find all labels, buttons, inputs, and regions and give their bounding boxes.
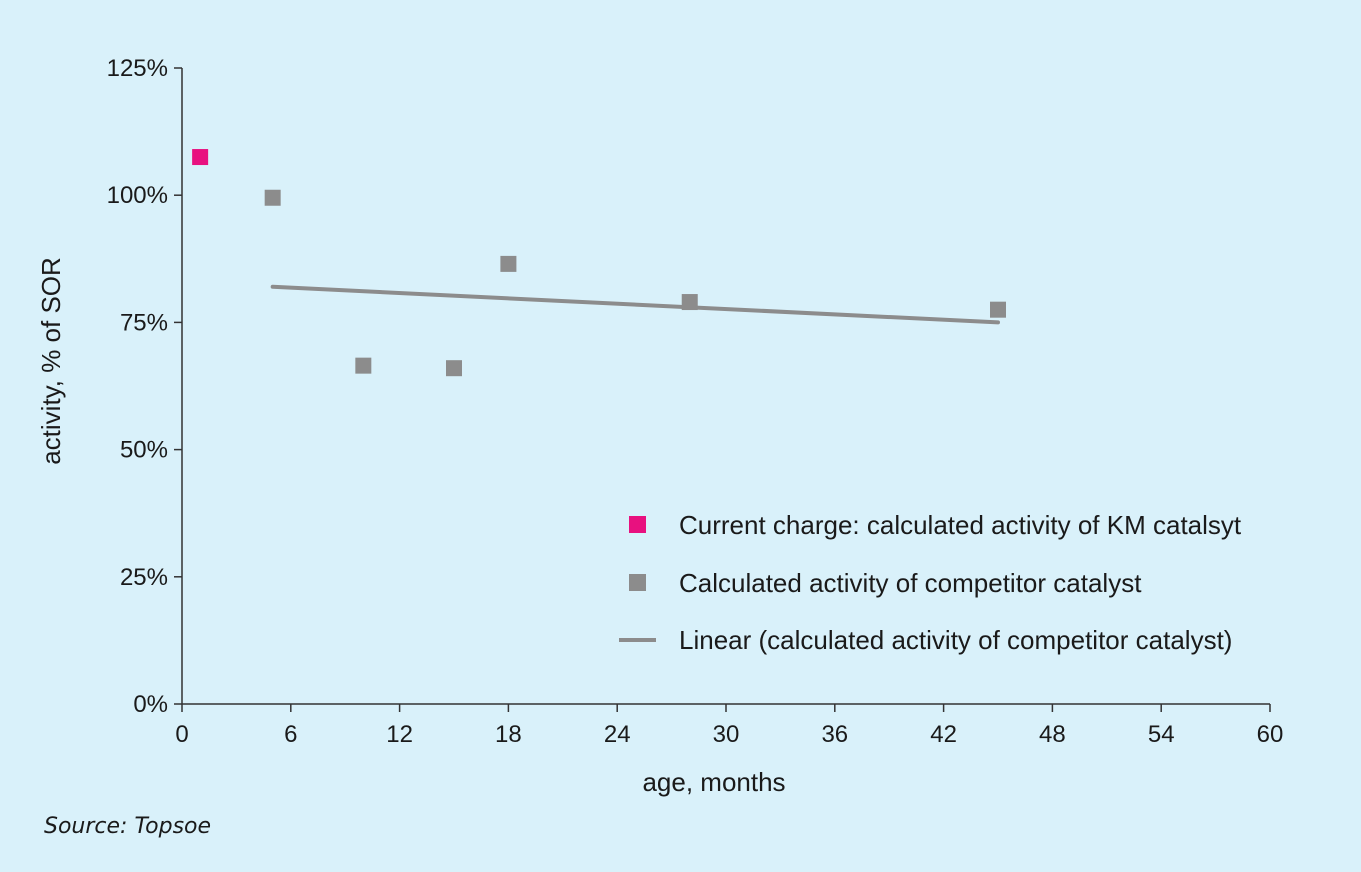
data-point-competitor [355,357,372,374]
data-point-competitor [500,255,517,272]
y-axis-label: activity, % of SOR [36,257,66,465]
axes [181,68,1270,705]
source-note: Source: Topsoe [44,814,212,839]
legend-marker-competitor [629,574,646,591]
legend-label-linear: Linear (calculated activity of competito… [679,625,1232,655]
y-tick-label: 125% [107,55,168,82]
x-tick-label: 36 [821,721,848,748]
legend-marker-km-catalyst [629,516,646,533]
data-point-competitor [990,301,1006,318]
data-point-competitor [446,360,462,377]
y-tick-label: 25% [120,564,168,591]
y-tick-label: 100% [107,182,168,209]
y-tick-label: 0% [133,691,168,718]
data-point-km-catalyst [192,149,209,166]
y-tick-label: 50% [120,437,168,464]
x-tick-label: 30 [713,721,740,748]
x-tick-label: 60 [1257,721,1284,748]
legend: Current charge: calculated activity of K… [619,510,1242,655]
trendline-competitor [270,284,1000,325]
x-tick-label: 48 [1039,721,1066,748]
data-point-competitor [681,294,698,311]
y-tick-label: 75% [120,309,168,336]
legend-label-km-catalyst: Current charge: calculated activity of K… [679,510,1242,540]
x-tick-label: 18 [495,721,522,748]
x-tick-label: 6 [284,721,297,748]
x-tick-label: 54 [1148,721,1175,748]
data-point-competitor [264,189,281,206]
x-tick-label: 42 [930,721,957,748]
x-tick-label: 12 [386,721,413,748]
trendline [270,284,1000,325]
x-axis-label: age, months [642,767,785,797]
x-tick-label: 24 [604,721,631,748]
data-points [192,149,1006,377]
legend-label-competitor: Calculated activity of competitor cataly… [679,568,1142,598]
ticks: 0% 25% 50% 75% 100% 125% 0 6 12 18 24 30 36 42 48 54 60 [107,55,1284,748]
x-tick-label: 0 [175,721,188,748]
